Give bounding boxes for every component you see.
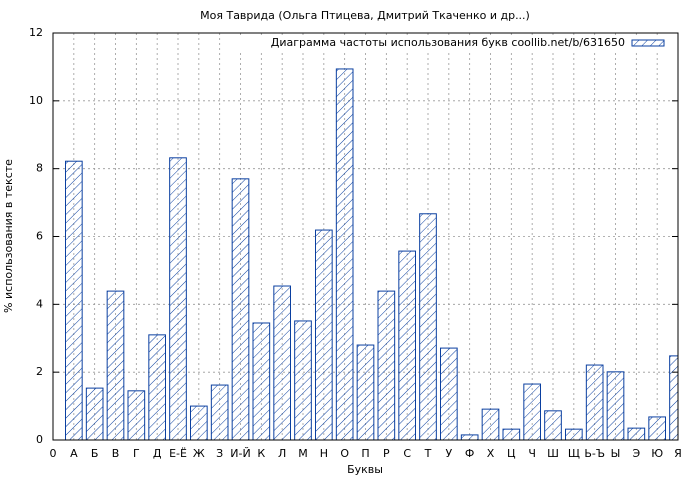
x-tick-label: Ю	[651, 447, 663, 460]
y-tick-label: 10	[29, 94, 43, 107]
legend-swatch	[631, 39, 665, 47]
x-tick-label: 0	[50, 447, 57, 460]
bar	[335, 68, 354, 440]
x-tick-label: В	[112, 447, 120, 460]
x-tick-label: С	[403, 447, 411, 460]
x-tick-label: О	[340, 447, 349, 460]
bar	[85, 387, 104, 440]
bar	[544, 410, 562, 440]
bar	[252, 322, 271, 440]
x-tick-label: Щ	[568, 447, 580, 460]
x-tick-label: П	[361, 447, 369, 460]
x-tick-label: Ш	[547, 447, 559, 460]
bar	[315, 229, 333, 440]
bar	[523, 383, 541, 440]
bar	[106, 290, 125, 440]
x-tick-label: Р	[383, 447, 390, 460]
x-tick-label: Э	[632, 447, 640, 460]
bar	[231, 178, 250, 440]
x-tick-label: Д	[153, 447, 162, 460]
legend-background	[240, 35, 674, 51]
bar	[669, 355, 678, 440]
x-tick-label: Ч	[528, 447, 536, 460]
x-tick-label: Л	[278, 447, 286, 460]
x-tick-label: Г	[133, 447, 140, 460]
bar	[565, 428, 583, 440]
y-tick-label: 6	[36, 230, 43, 243]
x-tick-label: Т	[424, 447, 432, 460]
bar	[606, 371, 625, 440]
legend-label: Диаграмма частоты использования букв coo…	[271, 36, 625, 49]
bar	[294, 320, 312, 440]
x-tick-label: К	[257, 447, 265, 460]
y-tick-label: 4	[36, 297, 43, 310]
y-axis-label: % использования в тексте	[2, 159, 15, 313]
y-tick-label: 8	[36, 162, 43, 175]
y-tick-label: 12	[29, 26, 43, 39]
bar	[169, 157, 187, 440]
x-tick-label: Х	[487, 447, 495, 460]
x-tick-label: И-Й	[230, 447, 250, 460]
chart-title: Моя Таврида (Ольга Птицева, Дмитрий Ткач…	[200, 9, 530, 22]
bar	[627, 427, 646, 440]
x-tick-label: Ь-Ъ	[584, 447, 605, 460]
bar	[65, 160, 83, 440]
bar	[585, 364, 604, 440]
bar	[210, 384, 229, 440]
x-tick-label: Н	[320, 447, 328, 460]
x-tick-label: Я	[674, 447, 682, 460]
x-tick-label: З	[216, 447, 223, 460]
x-tick-label: У	[445, 447, 452, 460]
bar	[419, 213, 437, 440]
bar	[273, 285, 292, 440]
x-tick-label: Ц	[507, 447, 516, 460]
bar	[398, 250, 417, 440]
bars	[65, 68, 678, 440]
x-tick-label: Ж	[193, 447, 205, 460]
y-tick-label: 2	[36, 365, 43, 378]
x-tick-label: Е-Ё	[169, 447, 187, 460]
y-tick-label: 0	[36, 433, 43, 446]
bar	[377, 290, 396, 440]
bar	[148, 334, 166, 440]
x-axis-label: Буквы	[347, 463, 383, 476]
bar	[648, 416, 666, 440]
x-tick-label: А	[70, 447, 78, 460]
x-tick-label: Ы	[611, 447, 621, 460]
bar	[460, 434, 479, 440]
x-tick-label: М	[298, 447, 308, 460]
bar	[356, 344, 375, 440]
bar	[481, 408, 500, 440]
x-tick-label: Ф	[465, 447, 474, 460]
bar	[502, 428, 521, 440]
x-tick-label: Б	[91, 447, 99, 460]
bar	[190, 405, 208, 440]
bar	[127, 390, 146, 440]
bar	[440, 347, 458, 440]
